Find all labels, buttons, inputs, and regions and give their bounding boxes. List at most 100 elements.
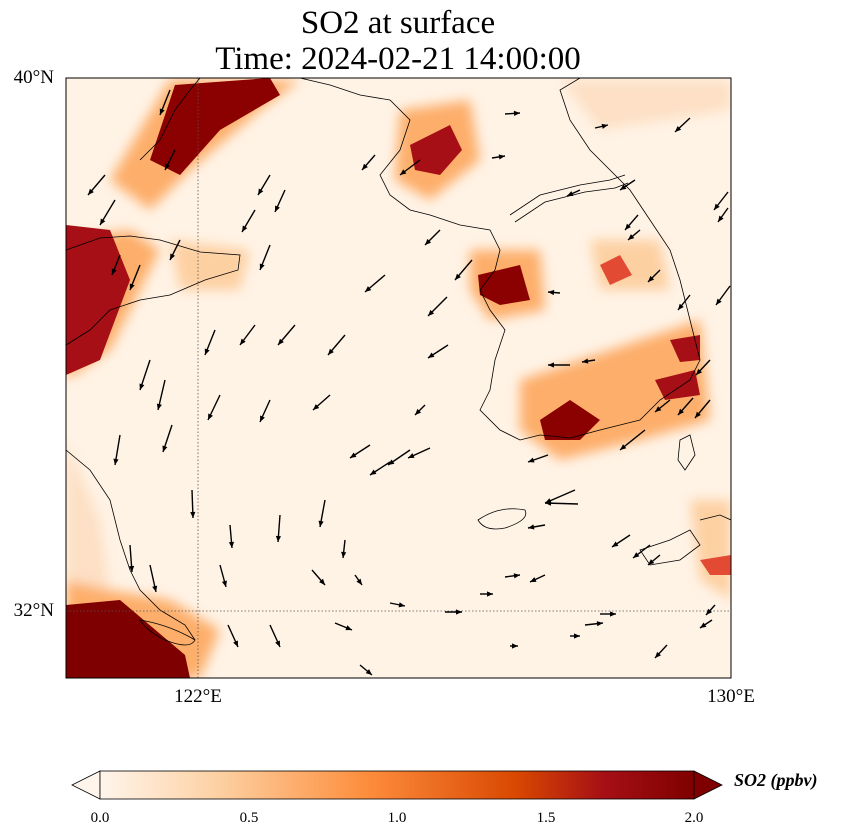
wind-arrowhead	[487, 591, 493, 597]
wind-vectors	[87, 89, 731, 676]
wind-arrowhead	[513, 573, 520, 579]
wind-arrowhead	[313, 404, 320, 410]
wind-arrowhead	[356, 578, 362, 585]
wind-arrowhead	[365, 286, 372, 292]
wind-arrowhead	[648, 559, 655, 565]
wind-arrowhead	[159, 108, 165, 115]
wind-arrowhead	[190, 511, 196, 518]
wind-arrowhead	[696, 368, 702, 375]
wind-arrowhead	[628, 234, 635, 240]
wind-arrowhead	[456, 609, 462, 615]
colorbar-tick-1: 0.5	[239, 810, 259, 826]
wind-arrowhead	[350, 452, 357, 458]
wind-arrowhead	[400, 169, 407, 175]
wind-arrowhead	[341, 551, 347, 558]
wind-arrowhead	[428, 352, 435, 358]
wind-arrowhead	[548, 362, 554, 368]
wind-arrowhead	[620, 184, 627, 190]
so2-hotspots	[66, 78, 731, 678]
wind-arrowhead	[156, 403, 162, 410]
wind-arrowhead	[240, 338, 246, 345]
wind-arrowhead	[152, 585, 158, 592]
wind-arrowhead	[633, 552, 640, 558]
map-frame	[65, 77, 732, 679]
wind-arrowhead	[162, 445, 168, 452]
colorbar-tick-3: 1.5	[536, 810, 556, 826]
lon-label-130e: 130°E	[707, 686, 755, 707]
wind-arrowhead	[425, 238, 432, 245]
map-subtitle-time: Time: 2024-02-21 14:00:00	[215, 41, 581, 77]
colorbar	[71, 770, 723, 800]
wind-arrowhead	[513, 110, 520, 116]
colorbar-extend-min	[71, 770, 101, 800]
wind-arrowhead	[428, 309, 435, 316]
wind-arrowhead	[275, 640, 280, 647]
wind-arrowhead	[610, 611, 616, 617]
colorbar-tick-4: 2.0	[684, 810, 704, 826]
wind-arrowhead	[242, 225, 248, 232]
wind-arrowhead	[362, 163, 368, 170]
wind-arrowhead	[655, 406, 662, 412]
wind-arrowhead	[129, 283, 135, 290]
wind-arrowhead	[528, 457, 535, 463]
lat-label-40n: 40°N	[13, 67, 54, 88]
wind-arrowhead	[258, 188, 264, 195]
wind-arrowhead	[345, 625, 352, 631]
wind-arrowhead	[574, 633, 580, 639]
wind-arrowhead	[165, 163, 171, 170]
wind-arrowhead	[695, 411, 701, 418]
wind-arrowhead	[718, 215, 724, 222]
wind-arrowhead	[275, 205, 280, 212]
wind-arrowhead	[620, 444, 627, 450]
wind-arrowhead	[139, 383, 145, 390]
wind-arrowhead	[498, 154, 505, 160]
wind-arrowhead	[596, 621, 603, 627]
wind-arrowhead	[512, 643, 518, 649]
wind-arrowhead	[208, 413, 213, 420]
wind-arrowhead	[567, 191, 574, 196]
wind-arrowhead	[319, 578, 325, 585]
wind-arrowhead	[582, 358, 589, 364]
wind-arrowhead	[328, 348, 334, 355]
wind-arrowhead	[228, 541, 235, 548]
wind-arrowhead	[370, 469, 377, 475]
wind-arrowhead	[408, 453, 415, 458]
wind-arrowhead	[625, 223, 631, 230]
wind-arrowhead	[548, 289, 555, 296]
lat-label-32n: 32°N	[13, 600, 54, 621]
wind-arrowhead	[365, 669, 372, 675]
wind-arrowhead	[675, 126, 682, 132]
colorbar-tick-2: 1.0	[387, 810, 407, 826]
wind-arrowhead	[111, 268, 117, 275]
wind-arrowhead	[415, 408, 422, 415]
wind-arrowhead	[530, 577, 537, 582]
wind-arrowhead	[545, 498, 552, 503]
wind-arrowhead	[678, 408, 684, 415]
colorbar-label: SO2 (ppbv)	[734, 770, 818, 790]
wind-arrowhead	[612, 541, 619, 547]
wind-arrowhead	[318, 520, 324, 527]
wind-arrowhead	[113, 458, 119, 465]
wind-arrowhead	[398, 602, 405, 608]
wind-arrowhead	[275, 535, 282, 542]
wind-arrowhead	[100, 218, 106, 225]
colorbar-gradient	[99, 770, 695, 800]
lon-label-122e: 122°E	[174, 686, 222, 707]
wind-arrowhead	[455, 273, 461, 280]
wind-arrowhead	[678, 303, 684, 310]
wind-arrowhead	[204, 348, 210, 355]
wind-arrowhead	[88, 188, 94, 195]
wind-arrowhead	[528, 524, 535, 530]
wind-arrowhead	[716, 298, 722, 305]
wind-arrowhead	[221, 580, 227, 587]
wind-arrowhead	[714, 203, 720, 210]
colorbar-extend-max	[693, 770, 723, 800]
wind-arrowhead	[706, 608, 712, 615]
wind-arrowhead	[259, 263, 265, 270]
wind-arrowhead	[601, 123, 608, 129]
wind-arrowhead	[648, 275, 655, 282]
wind-arrowhead	[260, 415, 265, 422]
wind-arrowhead	[233, 640, 238, 647]
colorbar-tick-0: 0.0	[90, 810, 110, 826]
